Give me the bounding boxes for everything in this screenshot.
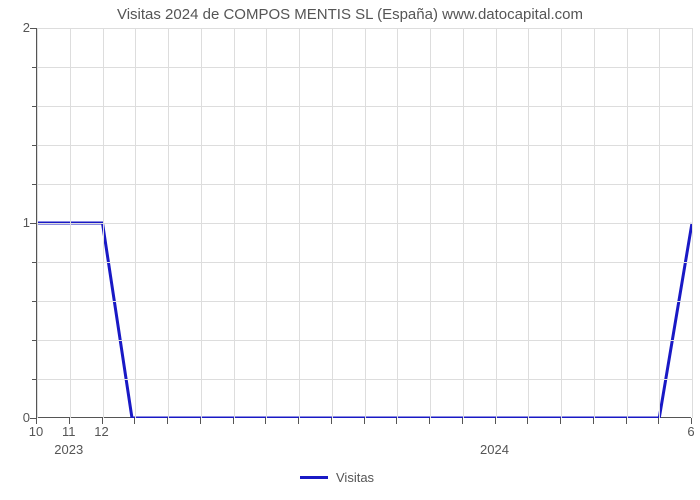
x-tick-mark [626, 418, 627, 424]
y-tick-mark [30, 418, 36, 419]
x-year-label: 2024 [480, 442, 509, 457]
gridline-horizontal-minor [37, 262, 692, 263]
y-tick-label: 0 [6, 410, 30, 425]
x-tick-mark [462, 418, 463, 424]
y-tick-label: 2 [6, 20, 30, 35]
y-minor-tick-mark [32, 340, 36, 341]
gridline-horizontal-minor [37, 106, 692, 107]
x-tick-mark [396, 418, 397, 424]
x-tick-mark [658, 418, 659, 424]
legend-label: Visitas [336, 470, 374, 485]
gridline-horizontal-minor [37, 145, 692, 146]
legend: Visitas [300, 470, 374, 485]
x-tick-mark [527, 418, 528, 424]
x-tick-label: 12 [94, 424, 108, 439]
plot-area [36, 28, 691, 418]
legend-swatch [300, 476, 328, 479]
gridline-horizontal-minor [37, 301, 692, 302]
y-minor-tick-mark [32, 145, 36, 146]
x-year-label: 2023 [54, 442, 83, 457]
gridline-horizontal-minor [37, 379, 692, 380]
x-tick-mark [265, 418, 266, 424]
x-tick-mark [560, 418, 561, 424]
y-tick-mark [30, 28, 36, 29]
y-minor-tick-mark [32, 106, 36, 107]
x-tick-mark [331, 418, 332, 424]
y-tick-label: 1 [6, 215, 30, 230]
x-tick-mark [200, 418, 201, 424]
gridline-horizontal [37, 223, 692, 224]
x-tick-mark [495, 418, 496, 424]
x-tick-mark [593, 418, 594, 424]
x-tick-mark [429, 418, 430, 424]
y-minor-tick-mark [32, 262, 36, 263]
gridline-vertical [692, 28, 693, 418]
x-tick-mark [298, 418, 299, 424]
gridline-horizontal-minor [37, 184, 692, 185]
x-tick-label: 11 [62, 424, 76, 439]
x-tick-mark [134, 418, 135, 424]
x-tick-label: 6 [687, 424, 694, 439]
y-minor-tick-mark [32, 67, 36, 68]
y-minor-tick-mark [32, 301, 36, 302]
x-tick-label: 10 [29, 424, 43, 439]
y-minor-tick-mark [32, 379, 36, 380]
gridline-horizontal-minor [37, 340, 692, 341]
x-tick-mark [167, 418, 168, 424]
gridline-horizontal [37, 28, 692, 29]
chart-container: Visitas 2024 de COMPOS MENTIS SL (España… [0, 0, 700, 500]
y-tick-mark [30, 223, 36, 224]
y-minor-tick-mark [32, 184, 36, 185]
chart-title: Visitas 2024 de COMPOS MENTIS SL (España… [0, 6, 700, 23]
gridline-horizontal-minor [37, 67, 692, 68]
x-tick-mark [233, 418, 234, 424]
x-tick-mark [364, 418, 365, 424]
